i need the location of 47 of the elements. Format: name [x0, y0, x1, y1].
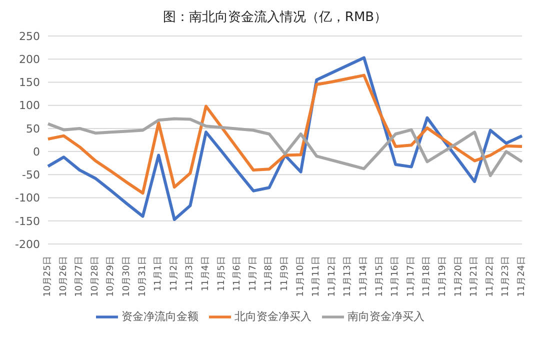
x-tick-label: 11月16日: [390, 256, 401, 297]
x-tick-label: 11月15日: [374, 256, 385, 297]
x-tick-label: 11月18日: [422, 256, 432, 297]
x-tick-label: 10月27日: [74, 256, 85, 297]
x-tick-label: 11月17日: [406, 256, 416, 297]
x-tick-label: 11月20日: [454, 256, 464, 297]
x-tick-label: 11月13日: [343, 256, 354, 297]
x-tick-label: 11月14日: [359, 256, 369, 297]
x-tick-label: 11月21日: [470, 256, 480, 297]
x-tick-label: 11月19日: [438, 256, 448, 297]
x-tick-label: 11月11日: [312, 256, 322, 297]
y-tick-label: -150: [15, 214, 40, 228]
x-tick-label: 11月9日: [280, 256, 290, 292]
y-tick-label: 100: [19, 99, 40, 112]
x-tick-label: 10月31日: [138, 256, 148, 297]
x-tick-label: 10月29日: [106, 256, 116, 297]
x-tick-label: 10月30日: [122, 256, 132, 297]
line-series: [46, 74, 524, 195]
x-tick-label: 11月2日: [169, 256, 180, 292]
x-tick-label: 11月1日: [154, 256, 164, 292]
y-tick-label: 150: [19, 76, 40, 90]
x-tick-label: 11月24日: [517, 256, 527, 297]
x-tick-label: 10月28日: [90, 256, 100, 297]
x-tick-label: 11月7日: [248, 256, 258, 292]
x-tick-label: 11月12日: [327, 256, 338, 297]
x-tick-label: 11月10日: [296, 256, 306, 297]
x-tick-label: 11月5日: [216, 256, 227, 292]
legend-label: 南向资金净买入: [348, 310, 424, 324]
y-tick-label: 200: [19, 53, 40, 66]
x-tick-label: 11月6日: [232, 256, 243, 292]
chart-title: 图：南北向资金流入情况（亿，RMB）: [162, 9, 388, 27]
y-tick-label: 0: [33, 145, 40, 158]
line-series: [46, 117, 524, 178]
x-tick-label: 11月8日: [264, 256, 274, 292]
y-tick-label: -100: [15, 192, 40, 205]
legend-label: 资金净流向金额: [122, 310, 198, 324]
y-tick-label: 250: [19, 30, 40, 43]
x-tick-label: 11月23日: [501, 256, 512, 297]
x-tick-label: 11月3日: [185, 256, 196, 292]
x-tick-label: 11月22日: [485, 256, 496, 297]
legend-label: 北向资金净买入: [234, 310, 312, 324]
y-tick-label: -200: [15, 238, 40, 251]
x-tick-label: 10月25日: [43, 256, 53, 297]
y-tick-label: 50: [26, 122, 40, 136]
x-tick-label: 11月4日: [201, 256, 211, 292]
y-tick-label: -50: [22, 168, 40, 182]
x-tick-label: 10月26日: [58, 256, 69, 297]
